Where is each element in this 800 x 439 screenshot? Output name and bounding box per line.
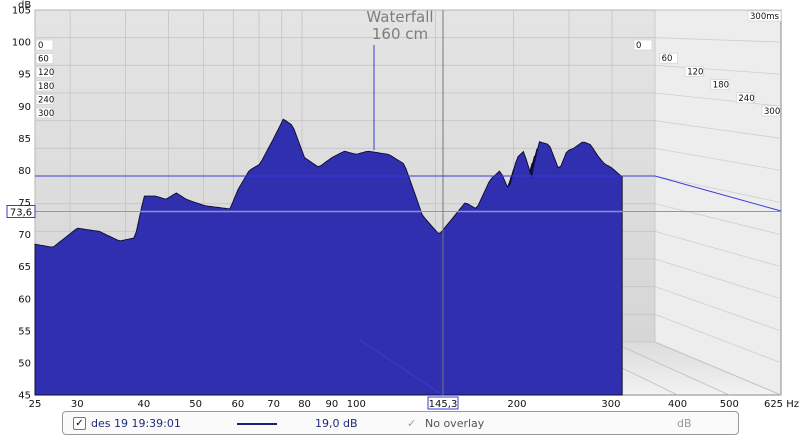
overlay-check-icon: ✓ (407, 417, 417, 430)
x-tick-label: 70 (267, 399, 280, 410)
svg-text:240: 240 (738, 94, 754, 104)
overlay-lines: 73,6 145,3 (6, 10, 782, 410)
time-label-left: 60 (35, 53, 54, 65)
svg-text:60: 60 (38, 55, 49, 65)
time-label-right: 240 (736, 92, 755, 104)
x-tick-label: 60 (232, 399, 245, 410)
waterfall-slice (34, 118, 623, 396)
time-label-left: 0 (35, 39, 54, 51)
svg-text:300ms: 300ms (750, 12, 780, 22)
time-label-left: 300 (35, 107, 54, 119)
waterfall-chart: 73,6 145,3 25 30 40 50 60 70 80 90 100 200 300 400 50… (6, 0, 799, 410)
y-tick-label: 50 (18, 358, 31, 369)
level-cursor-box: 73,6 (6, 204, 36, 218)
y-tick-label: 65 (18, 262, 31, 273)
trace-line-swatch (237, 423, 277, 425)
time-axis-labels: 0 0 60 60 120 120 180 180 240 240 300 300 300ms (35, 10, 782, 119)
y-tick-label: 95 (18, 70, 31, 81)
y-axis-label: dB (18, 0, 31, 11)
y-tick-label: 70 (18, 230, 31, 241)
y-tick-label: 105 (12, 6, 31, 17)
x-tick-label: 200 (507, 399, 526, 410)
svg-text:120: 120 (38, 68, 54, 78)
y-tick-label: 45 (18, 391, 31, 402)
x-tick-label: 400 (668, 399, 687, 410)
x-tick-label: 40 (138, 399, 151, 410)
x-tick-label: 80 (298, 399, 311, 410)
time-label-right: 0 (633, 39, 653, 51)
freq-cursor-box: 145,3 (427, 396, 459, 410)
y-axis-ticks: 45 50 55 60 65 70 75 80 85 90 95 100 105 (12, 6, 31, 402)
reference-level-line (35, 175, 782, 212)
x-axis-ticks: 25 30 40 50 60 70 80 90 100 200 300 400 500 625 Hz (29, 399, 799, 410)
x-tick-label: 300 (601, 399, 620, 410)
chart-subtitle: 160 cm (372, 25, 428, 43)
svg-text:180: 180 (713, 81, 729, 91)
waterfall-slices (34, 118, 623, 396)
overlay-selector[interactable]: No overlay (425, 417, 485, 430)
y-tick-label: 55 (18, 326, 31, 337)
svg-text:0: 0 (38, 41, 43, 51)
legend-bar: ✓ des 19 19:39:01 19,0 dB ✓ No overlay d… (62, 411, 739, 435)
chart-title: Waterfall (366, 8, 433, 26)
x-tick-label: 100 (347, 399, 366, 410)
trace-offset: 19,0 dB (315, 417, 358, 430)
time-axis-max-label: 300ms (747, 10, 782, 22)
svg-text:180: 180 (38, 82, 54, 92)
svg-text:120: 120 (687, 67, 703, 77)
x-tick-label: 25 (29, 399, 42, 410)
time-label-right: 300 (761, 105, 781, 117)
svg-text:60: 60 (662, 54, 673, 64)
y-tick-label: 100 (12, 38, 31, 49)
level-cursor-value: 73,6 (10, 207, 32, 218)
y-tick-label: 80 (18, 166, 31, 177)
svg-text:240: 240 (38, 95, 54, 105)
svg-text:0: 0 (636, 41, 641, 51)
time-label-left: 180 (35, 80, 54, 92)
x-tick-label: 500 (720, 399, 739, 410)
cursor-depth-line (359, 339, 444, 396)
svg-text:300: 300 (38, 109, 54, 119)
x-tick-label: 90 (325, 399, 338, 410)
x-tick-label: 625 Hz (764, 399, 799, 410)
measurement-date: des 19 19:39:01 (91, 417, 181, 430)
x-tick-label: 50 (189, 399, 202, 410)
overlay-unit: dB (677, 417, 692, 430)
svg-text:300: 300 (764, 107, 780, 117)
x-tick-label: 30 (71, 399, 84, 410)
time-label-left: 120 (35, 66, 54, 78)
time-label-right: 60 (659, 52, 678, 64)
y-tick-label: 90 (18, 102, 31, 113)
y-tick-label: 75 (18, 198, 31, 209)
y-tick-label: 60 (18, 294, 31, 305)
trace-checkbox[interactable]: ✓ (73, 417, 86, 430)
freq-cursor-value: 145,3 (429, 399, 458, 410)
y-tick-label: 85 (18, 134, 31, 145)
time-label-left: 240 (35, 94, 54, 105)
time-label-right: 120 (684, 66, 704, 77)
time-label-right: 180 (710, 79, 730, 91)
